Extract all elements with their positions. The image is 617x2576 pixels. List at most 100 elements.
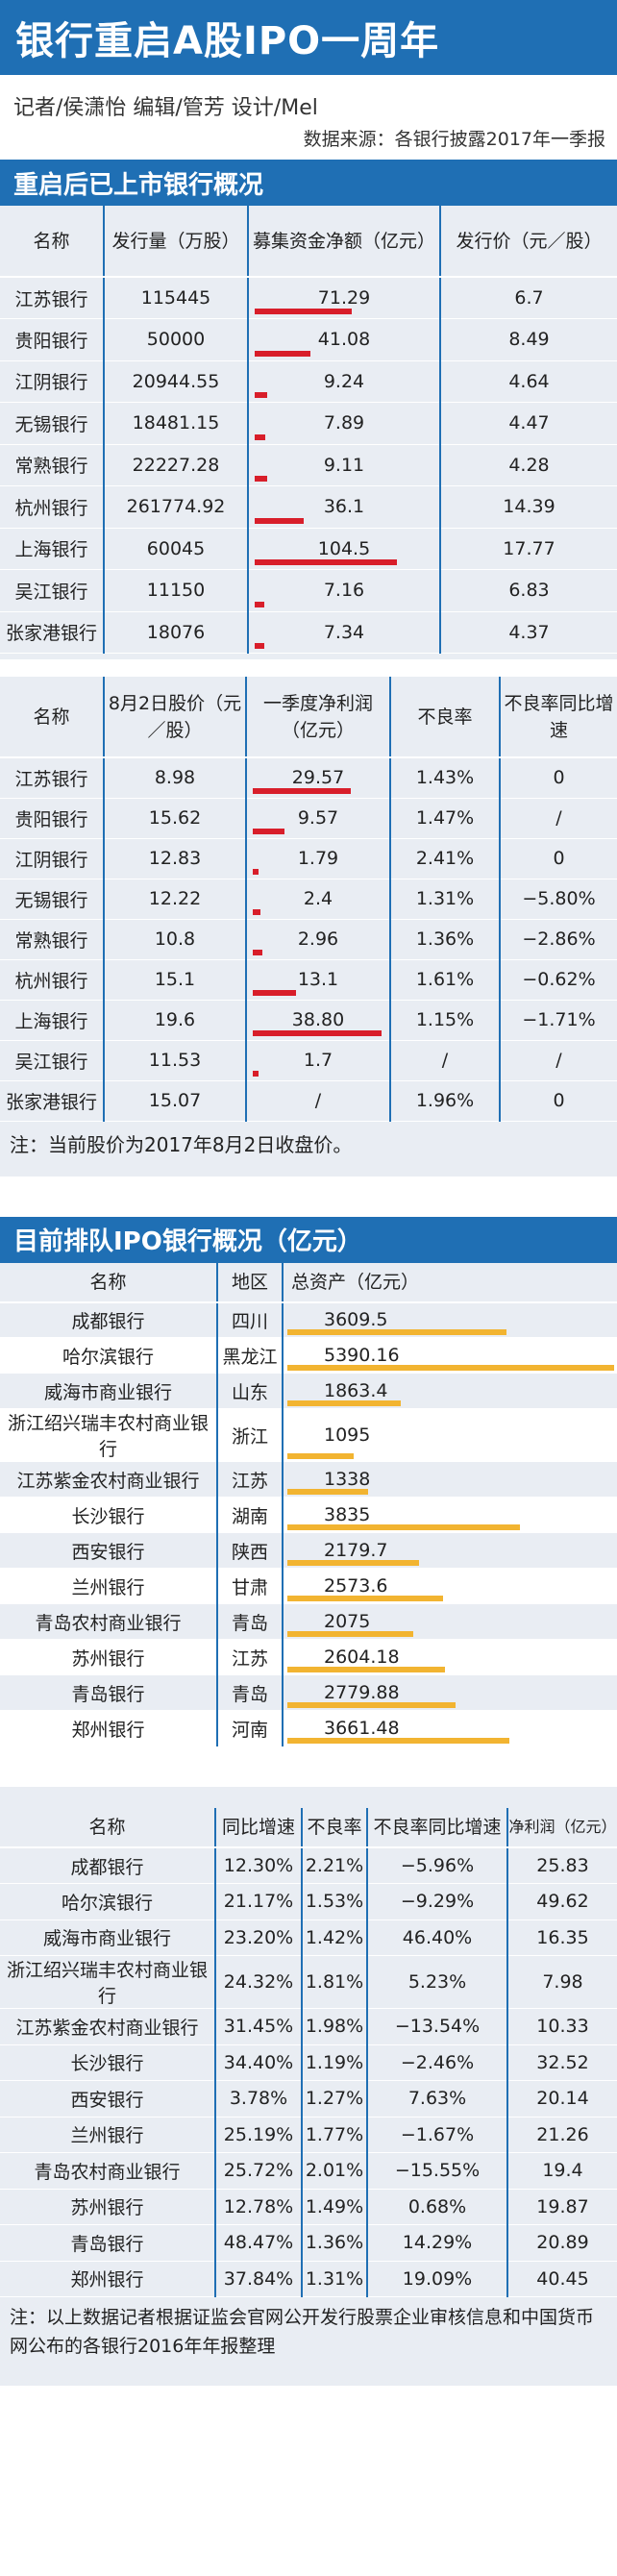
table-1-header-row: 名称 发行量（万股） 募集资金净额（亿元） 发行价（元／股） [0, 206, 617, 278]
npl-ratio: 1.47% [389, 798, 500, 839]
funds-cell: 9.11 [247, 444, 440, 486]
profit-bar [253, 828, 285, 834]
profit-value: 1.7 [303, 1050, 333, 1071]
npl-yoy: 5.23% [366, 1955, 507, 2009]
npl-ratio: 1.31% [389, 879, 500, 920]
region: 陕西 [216, 1532, 283, 1569]
funds-value: 71.29 [317, 287, 371, 309]
bank-name: 无锡银行 [0, 879, 104, 920]
profit-bar [253, 868, 259, 875]
table-row: 青岛银行 青岛 2779.88 [0, 1674, 617, 1711]
bank-name: 浙江绍兴瑞丰农村商业银行 [0, 1408, 217, 1462]
table-row: 常熟银行 10.8 2.96 1.36% −2.86% [0, 919, 617, 960]
table-3-body: 成都银行 四川 3609.5 哈尔滨银行 黑龙江 5390.16 威海市商业银行 山东 1863… [0, 1301, 617, 1746]
net-profit: 19.87 [506, 2189, 617, 2225]
table-row: 兰州银行 25.19% 1.77% −1.67% 21.26 [0, 2117, 617, 2153]
npl-yoy: 14.29% [366, 2224, 507, 2262]
bank-name: 哈尔滨银行 [0, 1883, 215, 1920]
region: 江苏 [216, 1639, 283, 1675]
npl-ratio: 1.96% [389, 1080, 500, 1122]
bank-name: 哈尔滨银行 [0, 1337, 217, 1374]
funds-cell: 41.08 [247, 318, 440, 361]
region: 江苏 [216, 1461, 283, 1498]
net-profit: 20.14 [506, 2080, 617, 2118]
net-profit: 25.83 [506, 1847, 617, 1884]
bank-name: 贵阳银行 [0, 318, 104, 361]
table-row: 西安银行 3.78% 1.27% 7.63% 20.14 [0, 2080, 617, 2118]
assets-value: 3661.48 [324, 1718, 400, 1739]
growth-rate: 24.32% [214, 1955, 302, 2009]
table-row: 哈尔滨银行 21.17% 1.53% −9.29% 49.62 [0, 1883, 617, 1920]
funds-bar [255, 350, 311, 357]
table-row: 张家港银行 15.07 / 1.96% 0 [0, 1080, 617, 1122]
table-row: 威海市商业银行 山东 1863.4 [0, 1373, 617, 1409]
table-row: 江苏银行 115445 71.29 6.7 [0, 277, 617, 319]
page-title: 银行重启A股IPO一周年 [0, 0, 617, 75]
queued-banks-table-4: 名称 同比增速 不良率 不良率同比增速 净利润（亿元） 成都银行 12.30% 2.… [0, 1808, 617, 2297]
table-4-header-row: 名称 同比增速 不良率 不良率同比增速 净利润（亿元） [0, 1808, 617, 1848]
table-row: 兰州银行 甘肃 2573.6 [0, 1568, 617, 1604]
funds-value: 9.11 [323, 454, 365, 476]
table-2-note: 注：当前股价为2017年8月2日收盘价。 [0, 1121, 617, 1171]
table-row: 哈尔滨银行 黑龙江 5390.16 [0, 1337, 617, 1374]
profit-value: 13.1 [297, 969, 339, 990]
table-2-header-row: 名称 8月2日股价（元／股） 一季度净利润（亿元） 不良率 不良率同比增速 [0, 677, 617, 758]
region: 河南 [216, 1710, 283, 1746]
npl-yoy: −5.96% [366, 1847, 507, 1884]
npl-ratio: 1.27% [301, 2080, 367, 2118]
col-header-volume: 发行量（万股） [103, 206, 248, 278]
npl-ratio: 1.42% [301, 1920, 367, 1956]
npl-yoy: / [499, 1040, 617, 1081]
table-row: 郑州银行 37.84% 1.31% 19.09% 40.45 [0, 2261, 617, 2297]
funds-cell: 71.29 [247, 277, 440, 319]
table-4-note: 注：以上数据记者根据证监会官网公开发行股票企业审核信息和中国货币网公布的各银行2… [0, 2297, 617, 2380]
table-row: 江阴银行 20944.55 9.24 4.64 [0, 360, 617, 403]
npl-ratio: 1.15% [389, 1000, 500, 1041]
npl-ratio: 1.43% [389, 757, 500, 799]
bank-name: 成都银行 [0, 1847, 215, 1884]
npl-yoy: −13.54% [366, 2008, 507, 2045]
assets-bar [287, 1365, 614, 1371]
assets-cell: 2075 [282, 1603, 617, 1640]
net-profit: 49.62 [506, 1883, 617, 1920]
profit-cell: 1.7 [245, 1040, 390, 1081]
region: 山东 [216, 1373, 283, 1409]
assets-bar [287, 1453, 355, 1459]
funds-bar [255, 392, 268, 398]
table-2-body: 江苏银行 8.98 29.57 1.43% 0 贵阳银行 15.62 9.57 1.47% / 江阴… [0, 757, 617, 1122]
profit-value: 2.4 [303, 888, 333, 909]
npl-yoy: −9.29% [366, 1883, 507, 1920]
profit-cell: 2.4 [245, 879, 390, 920]
table-row: 常熟银行 22227.28 9.11 4.28 [0, 444, 617, 486]
net-profit: 32.52 [506, 2044, 617, 2081]
issue-volume: 18481.15 [103, 402, 248, 445]
bank-name: 苏州银行 [0, 1639, 217, 1675]
table-4-body: 成都银行 12.30% 2.21% −5.96% 25.83 哈尔滨银行 21.17% 1.5… [0, 1847, 617, 2297]
funds-bar [255, 559, 397, 565]
assets-cell: 1095 [282, 1408, 617, 1462]
profit-value: 2.96 [297, 929, 339, 950]
funds-bar [255, 601, 265, 607]
npl-ratio: 1.31% [301, 2261, 367, 2297]
bank-name: 威海市商业银行 [0, 1373, 217, 1409]
assets-value: 2779.88 [324, 1682, 400, 1703]
col-header-region: 地区 [216, 1262, 283, 1303]
npl-yoy: −15.55% [366, 2152, 507, 2190]
issue-volume: 11150 [103, 569, 248, 612]
table-row: 上海银行 60045 104.5 17.77 [0, 528, 617, 570]
profit-bar [253, 949, 263, 955]
npl-yoy: −5.80% [499, 879, 617, 920]
npl-ratio: 2.01% [301, 2152, 367, 2190]
region: 青岛 [216, 1603, 283, 1640]
assets-bar [287, 1738, 509, 1744]
npl-ratio: 2.21% [301, 1847, 367, 1884]
funds-cell: 7.89 [247, 402, 440, 445]
profit-value: / [314, 1090, 322, 1111]
assets-cell: 1863.4 [282, 1373, 617, 1409]
npl-ratio: 1.36% [301, 2224, 367, 2262]
issue-volume: 18076 [103, 611, 248, 654]
bank-name: 西安银行 [0, 2080, 215, 2118]
table-3-header-row: 名称 地区 总资产（亿元） [0, 1262, 617, 1303]
growth-rate: 37.84% [214, 2261, 302, 2297]
assets-bar [287, 1596, 444, 1601]
